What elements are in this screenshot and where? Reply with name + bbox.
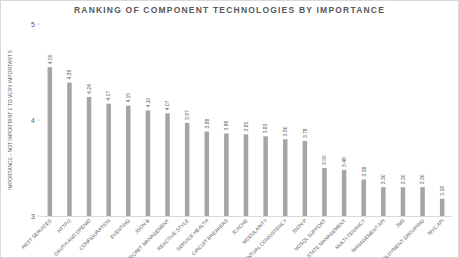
bar <box>322 168 327 216</box>
x-tick-label: JCACHE <box>230 217 249 236</box>
bar <box>361 180 366 216</box>
x-tick-label: OAUTH AND OPENID <box>52 217 92 257</box>
x-tick-label: JMS <box>394 217 406 229</box>
x-tick-label: EVENTUAL CONSISTENCY <box>239 217 289 258</box>
chart-border <box>1 1 459 258</box>
bar <box>401 187 406 216</box>
bar <box>303 141 308 216</box>
x-tick-label: CONFIGURATION <box>78 217 112 251</box>
x-tick-label: SERVICE HEALTH <box>175 217 210 252</box>
x-tick-label: REST SERVICES <box>20 217 53 250</box>
x-tick-label: HTTP/2 <box>56 217 73 234</box>
bar <box>381 187 386 216</box>
data-label: 4.24 <box>86 84 92 94</box>
bar <box>146 110 151 216</box>
y-tick-label: 4 <box>31 117 35 124</box>
data-label: 3.88 <box>204 119 210 129</box>
x-tick-label: SECRET MANAGEMENT <box>125 217 170 258</box>
x-tick-label: REACTIVE STYLE <box>156 217 191 252</box>
bar <box>440 199 445 216</box>
x-tick-label: JSON-B <box>133 217 151 235</box>
bar <box>224 133 229 216</box>
bar <box>185 123 190 216</box>
data-label: 3.97 <box>184 110 190 120</box>
data-label: 3.30 <box>419 174 425 184</box>
data-label: 4.15 <box>125 93 131 103</box>
y-tick <box>37 24 40 25</box>
y-axis-label: IMPORTANCE - NOT IMPORTANT 1 TO VERY IMP… <box>7 50 13 190</box>
bars <box>48 67 445 216</box>
data-label: 3.78 <box>302 128 308 138</box>
x-axis-line <box>40 216 452 217</box>
bar <box>263 136 268 216</box>
data-label: 3.48 <box>341 157 347 167</box>
chart-container: RANKING OF COMPONENT TECHNOLOGIES BY IMP… <box>0 0 459 258</box>
bar <box>342 170 347 216</box>
bar <box>420 187 425 216</box>
bar <box>87 97 92 216</box>
y-tick-label: 3 <box>31 213 35 220</box>
bar <box>48 67 53 216</box>
data-label: 4.17 <box>105 91 111 101</box>
y-tick <box>37 120 40 121</box>
data-label: 4.55 <box>47 54 53 64</box>
data-label: 3.83 <box>262 123 268 133</box>
x-tick-label: MVC API <box>426 217 445 236</box>
x-tick-label: EVENTING <box>109 217 131 239</box>
x-tick-label: JSON-P <box>290 217 308 235</box>
data-label: 3.50 <box>321 155 327 165</box>
data-label: 3.85 <box>243 121 249 131</box>
data-label: 3.86 <box>223 120 229 130</box>
bar <box>165 113 170 216</box>
data-label: 3.18 <box>439 186 445 196</box>
data-label: 3.38 <box>361 167 367 177</box>
data-label: 4.07 <box>164 100 170 110</box>
x-tick-label: CIRCUIT BREAKERS <box>190 217 229 256</box>
bar <box>67 83 72 216</box>
data-label: 3.80 <box>282 126 288 136</box>
chart-svg: RANKING OF COMPONENT TECHNOLOGIES BY IMP… <box>0 0 459 258</box>
data-label: 4.39 <box>66 70 72 80</box>
data-label: 3.30 <box>380 174 386 184</box>
bar <box>283 139 288 216</box>
bar <box>106 104 111 216</box>
x-tick-label: MANAGEMENT API <box>350 217 386 253</box>
x-tick-label: DEPLOYMENT GROUPING <box>376 217 425 258</box>
x-tick-label: NOSQL SUPPORT <box>293 217 328 252</box>
y-tick-label: 5 <box>31 21 35 28</box>
bar <box>126 106 130 216</box>
data-label: 4.10 <box>145 97 151 107</box>
y-tick <box>37 216 40 217</box>
bar <box>244 134 249 216</box>
chart-title: RANKING OF COMPONENT TECHNOLOGIES BY IMP… <box>74 5 385 15</box>
data-label: 3.30 <box>400 174 406 184</box>
bar <box>205 132 210 216</box>
